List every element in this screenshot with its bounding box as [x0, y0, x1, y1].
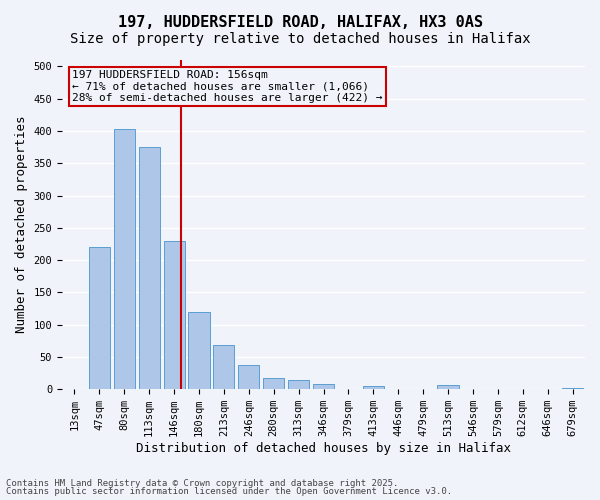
Text: Size of property relative to detached houses in Halifax: Size of property relative to detached ho…: [70, 32, 530, 46]
X-axis label: Distribution of detached houses by size in Halifax: Distribution of detached houses by size …: [136, 442, 511, 455]
Bar: [64, 388, 85, 389]
Bar: [388, 388, 409, 389]
Bar: [413, 388, 434, 389]
Bar: [114, 129, 135, 389]
Bar: [512, 388, 533, 389]
Bar: [487, 388, 508, 389]
Bar: [263, 378, 284, 389]
Bar: [188, 312, 209, 389]
Bar: [338, 388, 359, 389]
Bar: [139, 147, 160, 389]
Text: Contains public sector information licensed under the Open Government Licence v3: Contains public sector information licen…: [6, 487, 452, 496]
Bar: [363, 386, 384, 389]
Bar: [437, 386, 458, 389]
Bar: [89, 247, 110, 389]
Text: Contains HM Land Registry data © Crown copyright and database right 2025.: Contains HM Land Registry data © Crown c…: [6, 478, 398, 488]
Bar: [562, 388, 583, 389]
Bar: [164, 240, 185, 389]
Bar: [238, 364, 259, 389]
Text: 197 HUDDERSFIELD ROAD: 156sqm
← 71% of detached houses are smaller (1,066)
28% o: 197 HUDDERSFIELD ROAD: 156sqm ← 71% of d…: [73, 70, 383, 103]
Bar: [463, 388, 484, 389]
Bar: [214, 346, 235, 389]
Bar: [537, 388, 558, 389]
Bar: [288, 380, 309, 389]
Y-axis label: Number of detached properties: Number of detached properties: [15, 116, 28, 334]
Bar: [313, 384, 334, 389]
Text: 197, HUDDERSFIELD ROAD, HALIFAX, HX3 0AS: 197, HUDDERSFIELD ROAD, HALIFAX, HX3 0AS: [118, 15, 482, 30]
